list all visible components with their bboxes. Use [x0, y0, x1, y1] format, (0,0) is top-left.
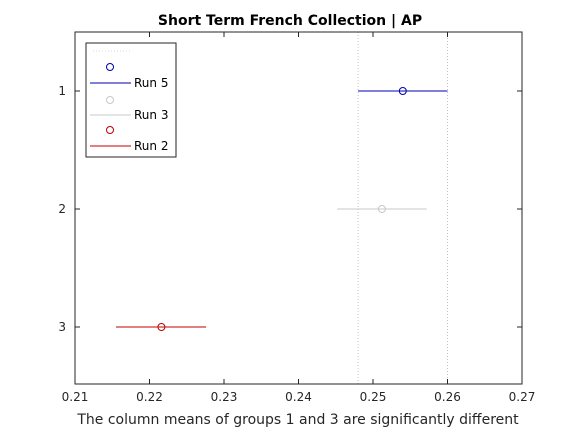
mean-marker-group-1 — [398, 87, 407, 95]
legend-marker-1 — [106, 63, 114, 71]
legend-marker-3 — [106, 126, 114, 134]
x-tick-label-0.21: 0.21 — [62, 390, 89, 404]
y-tick-label-2: 2 — [58, 202, 66, 216]
x-tick-label-0.26: 0.26 — [434, 390, 461, 404]
legend-label-3: Run 2 — [134, 139, 168, 153]
x-tick-label-0.27: 0.27 — [509, 390, 536, 404]
x-tick-label-0.25: 0.25 — [360, 390, 387, 404]
y-tick-label-1: 1 — [58, 84, 66, 98]
legend-label-1: Run 5 — [134, 76, 168, 90]
legend-label-2: Run 3 — [134, 108, 168, 122]
x-tick-label-0.23: 0.23 — [211, 390, 238, 404]
chart-title: Short Term French Collection | AP — [158, 13, 422, 29]
x-tick-label-0.24: 0.24 — [285, 390, 312, 404]
x-tick-label-0.22: 0.22 — [136, 390, 163, 404]
legend: Run 5 Run 3 Run 2 — [85, 42, 177, 158]
mean-marker-group-2 — [377, 205, 386, 213]
mean-marker-group-3 — [157, 323, 166, 331]
y-tick-label-3: 3 — [58, 320, 66, 334]
legend-marker-2 — [106, 96, 114, 104]
legend-box — [85, 42, 177, 158]
x-axis-label: The column means of groups 1 and 3 are s… — [76, 412, 519, 428]
